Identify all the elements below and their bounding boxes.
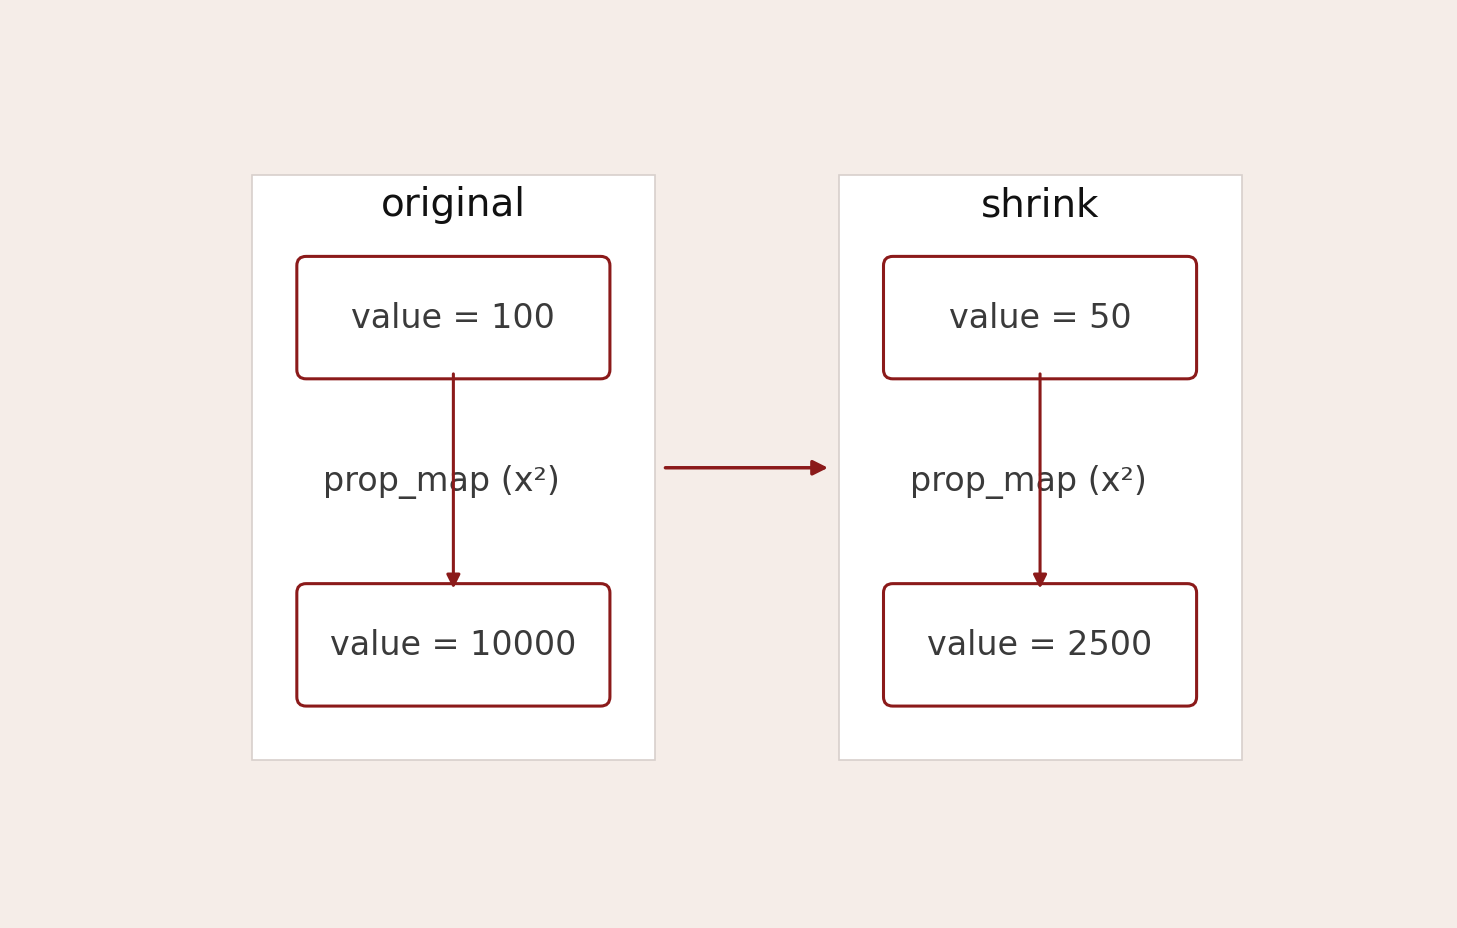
- Text: value = 50: value = 50: [949, 302, 1132, 335]
- Text: value = 10000: value = 10000: [331, 628, 577, 662]
- FancyBboxPatch shape: [297, 257, 610, 380]
- Text: shrink: shrink: [981, 187, 1099, 225]
- Text: value = 100: value = 100: [351, 302, 555, 335]
- FancyBboxPatch shape: [252, 176, 654, 761]
- Text: prop_map (x²): prop_map (x²): [911, 465, 1147, 498]
- FancyBboxPatch shape: [883, 257, 1196, 380]
- Text: prop_map (x²): prop_map (x²): [323, 465, 559, 498]
- FancyBboxPatch shape: [839, 176, 1241, 761]
- Text: original: original: [380, 187, 526, 225]
- Text: value = 2500: value = 2500: [928, 628, 1152, 662]
- FancyBboxPatch shape: [297, 584, 610, 706]
- FancyBboxPatch shape: [883, 584, 1196, 706]
